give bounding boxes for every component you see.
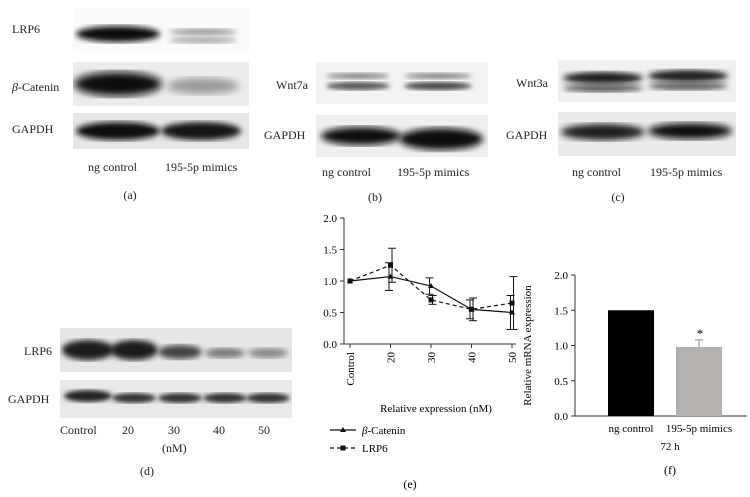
line-chart: 0.0 0.5 1.0 1.5 2.0 Control 20 30 40 50 Relative e… [323,213,519,491]
significance-marker: * [697,326,704,341]
blot-label-wnt3a: Wnt3a [516,76,548,90]
y-tick-label: 1.5 [554,305,568,317]
x-tick-label: 20 [386,352,398,364]
x-axis-label: 72 h [660,441,680,453]
legend-marker [340,445,346,451]
panel-caption: (d) [140,464,154,478]
x-tick-label: 195-5p mimics [666,423,732,435]
data-point [388,262,393,268]
y-tick-label: 1.0 [323,276,337,288]
blot-gapdh-b [316,115,488,157]
y-tick-label: 0.5 [323,308,337,320]
y-tick-label: 0.0 [323,339,337,351]
panel-caption: (f) [664,463,676,477]
blot-gapdh-a [73,113,249,149]
y-tick-label: 1.0 [554,341,568,353]
lane-label: 30 [168,423,180,437]
blot-label-gapdh: GAPDH [506,128,548,142]
lane-label: Control [60,423,97,437]
blot-label-beta-catenin: β-Catenin [12,80,60,94]
unit-label: (nM) [162,441,187,455]
blot-label-gapdh: GAPDH [264,128,306,142]
y-tick-label: 2.0 [323,213,337,225]
blot-lrp6 [73,8,249,52]
blot-label-gapdh: GAPDH [12,122,54,136]
lane-label: 195-5p mimics [397,165,470,179]
y-axis-label: Relative mRNA expression [522,285,534,406]
blot-beta-catenin [73,62,249,106]
legend-label: β-Catenin [361,425,406,437]
blot-gapdh-dose [60,380,292,418]
x-axis-label: Relative expression (nM) [380,403,492,415]
x-tick-label: 30 [426,352,438,364]
bar-chart: 0.0 0.5 1.0 1.5 2.0 Relative mRNA expression n… [522,270,747,477]
x-tick-label: ng control [609,423,654,435]
data-point [509,300,515,306]
lane-label: ng control [572,165,621,179]
lane-label: ng control [88,160,137,174]
y-tick-label: 0.5 [554,376,568,388]
y-tick-label: 0.0 [554,411,568,423]
x-tick-label: Control [345,352,357,386]
blot-wnt3a [558,60,736,102]
x-tick-label: 50 [507,352,519,364]
blot-wnt7a [316,62,488,104]
panel-caption: (c) [611,190,625,204]
lane-label: ng control [322,165,371,179]
legend-marker [340,427,346,432]
lane-label: 50 [258,423,270,437]
lane-label: 20 [122,423,134,437]
y-tick-label: 1.5 [323,245,337,257]
lane-label: 40 [213,423,225,437]
x-tick-label: 40 [467,352,479,364]
data-point [387,273,394,279]
bar [676,346,722,416]
panel-caption: (a) [123,188,137,202]
blot-label-lrp6: LRP6 [12,22,41,36]
y-tick-label: 2.0 [554,270,568,282]
series-line [349,264,513,310]
blot-label-wnt7a: Wnt7a [276,78,308,92]
data-point [469,306,474,312]
lane-label: 195-5p mimics [650,165,723,179]
data-point [347,278,353,284]
blot-gapdh-c [558,112,736,156]
lane-label: 195-5p mimics [165,160,238,174]
blot-label-gapdh: GAPDH [8,392,50,406]
panel-caption: (b) [368,190,382,204]
blot-lrp6-dose [60,328,292,372]
bar [608,310,654,416]
legend-label: LRP6 [362,443,388,455]
panel-caption: (e) [403,477,416,491]
blot-label-lrp6: LRP6 [24,344,53,358]
data-point [428,297,434,303]
data-point [428,283,434,289]
